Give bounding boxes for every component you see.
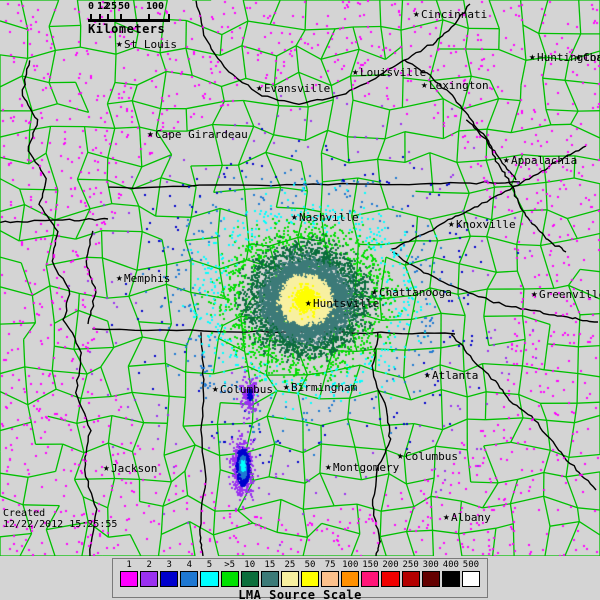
- legend-swatch-2[interactable]: [140, 571, 159, 587]
- color-scale-legend[interactable]: 1 2 3 4 5 >5 10 15 25 50 75 100 150 200 250 300 400 500 L…: [112, 558, 488, 600]
- scale-tick-mark: [148, 14, 150, 22]
- legend-swatch-gt5[interactable]: [220, 571, 239, 587]
- legend-swatch-75[interactable]: [321, 571, 340, 587]
- legend-tick-2: 2: [146, 560, 152, 570]
- legend-swatch-10[interactable]: [240, 571, 259, 587]
- legend-swatch-100[interactable]: [341, 571, 360, 587]
- scale-bar-units-label: Kilometers: [88, 22, 166, 36]
- legend-tick-5: 5: [206, 560, 213, 570]
- map-canvas[interactable]: ★ St Louis ★ Cape Girardeau ★ Evansville ★ Loui…: [0, 0, 600, 556]
- scale-tick-mark: [90, 14, 92, 22]
- scale-bar-graphic: [88, 13, 170, 22]
- scale-tick-0: 0: [88, 1, 95, 12]
- legend-tick-250: 250: [402, 560, 419, 570]
- legend-tick-50: 50: [304, 560, 316, 570]
- legend-swatch-400[interactable]: [441, 571, 460, 587]
- legend-color-swatches[interactable]: [113, 571, 487, 587]
- legend-swatch-5[interactable]: [200, 571, 219, 587]
- legend-swatch-50[interactable]: [301, 571, 320, 587]
- legend-swatch-250[interactable]: [401, 571, 420, 587]
- legend-tick-500: 500: [462, 560, 480, 570]
- legend-swatch-3[interactable]: [160, 571, 179, 587]
- created-stamp: Created 12/22/2012 15:25:55: [3, 508, 117, 530]
- legend-swatch-25[interactable]: [280, 571, 299, 587]
- legend-tick-300: 300: [422, 560, 439, 570]
- legend-swatch-300[interactable]: [421, 571, 440, 587]
- created-label: Created: [3, 508, 46, 519]
- legend-tick-10: 10: [244, 560, 256, 570]
- legend-tick-25: 25: [284, 560, 296, 570]
- lma-source-points-layer: [0, 0, 600, 556]
- legend-tick-1: 1: [126, 560, 132, 570]
- scale-tick-50: 50: [118, 1, 131, 12]
- legend-tick-150: 150: [362, 560, 379, 570]
- scale-tick-mark: [120, 14, 122, 22]
- scale-tick-mark: [168, 14, 170, 22]
- legend-swatch-200[interactable]: [381, 571, 400, 587]
- created-timestamp: 12/22/2012 15:25:55: [3, 519, 118, 530]
- scale-tick-mark: [99, 14, 101, 22]
- legend-swatch-150[interactable]: [361, 571, 380, 587]
- legend-tick-200: 200: [382, 560, 399, 570]
- legend-tick-75: 75: [324, 560, 336, 570]
- legend-tick-15: 15: [264, 560, 276, 570]
- scale-tick-100: 100: [146, 1, 165, 12]
- scale-tick-25: 25: [105, 1, 118, 12]
- scale-bar-tick-labels: 0 12 25 50 100: [88, 1, 170, 12]
- legend-swatch-500[interactable]: [461, 571, 480, 587]
- legend-swatch-15[interactable]: [260, 571, 279, 587]
- scale-tick-12: 12: [97, 1, 110, 12]
- legend-tick-3: 3: [166, 560, 172, 570]
- legend-tick-labels: 1 2 3 4 5 >5 10 15 25 50 75 100 150 200 250 300 400 500: [113, 560, 487, 571]
- scale-tick-mark: [107, 14, 109, 22]
- legend-tick-4: 4: [186, 560, 193, 570]
- legend-tick-400: 400: [442, 560, 459, 570]
- scale-bar: 0 12 25 50 100: [88, 1, 170, 22]
- legend-title: LMA Source Scale: [238, 588, 362, 600]
- legend-swatch-4[interactable]: [180, 571, 199, 587]
- legend-tick-gt5: >5: [224, 560, 236, 570]
- legend-swatch-1[interactable]: [120, 571, 139, 587]
- legend-tick-100: 100: [342, 560, 359, 570]
